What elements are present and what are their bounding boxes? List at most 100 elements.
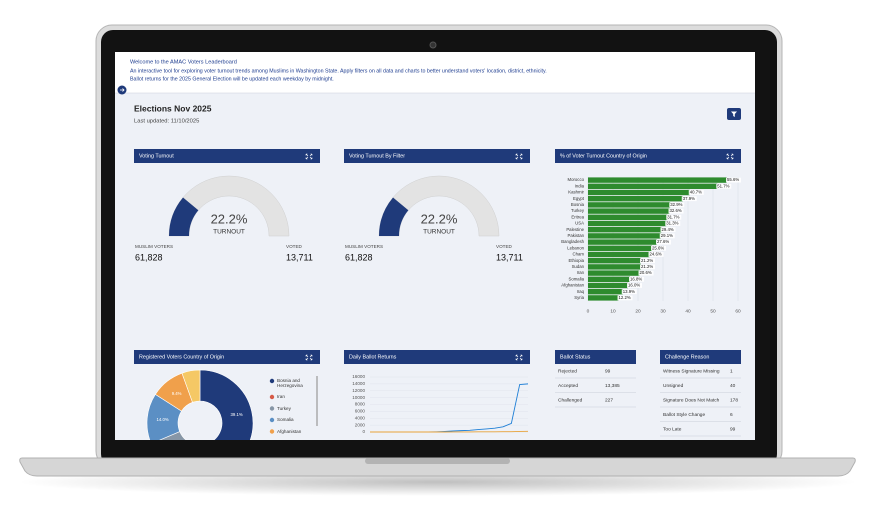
category-label: Pakistan: [568, 233, 585, 238]
pie-slice: [199, 369, 254, 440]
panel-header: [134, 149, 320, 163]
value-label: 13.9%: [623, 289, 635, 294]
legend-item: Afghanistan: [277, 428, 302, 434]
label-bg: [648, 252, 664, 257]
value-label: 32.9%: [670, 202, 682, 207]
expand-icon: [515, 354, 523, 361]
category-label: USA: [575, 221, 584, 226]
category-label: Ethiopia: [568, 258, 584, 263]
value-label: 51.7%: [717, 183, 729, 188]
x-tick-label: 10: [610, 308, 616, 314]
y-tick-label: 2000: [355, 422, 366, 427]
value-label: 55.6%: [727, 177, 739, 182]
legend-swatch: [269, 406, 275, 411]
value-label: 25.6%: [652, 245, 664, 250]
panel-title: Registered Voters Country of Origin: [139, 354, 224, 360]
table-cell: Accepted: [558, 383, 578, 389]
value-label: 27.6%: [657, 239, 669, 244]
table-cell: Rejected: [558, 368, 577, 374]
bar: [588, 227, 662, 233]
table-cell: Signature Does Not Match: [663, 397, 720, 403]
bar: [588, 189, 690, 196]
value-label: 24.6%: [650, 252, 662, 257]
expand-icon: [305, 153, 313, 160]
table-cell: 99: [605, 368, 611, 374]
x-tick-label: 40: [685, 308, 691, 314]
legend-swatch: [269, 378, 275, 384]
laptop-base: [19, 457, 856, 477]
panel-title: Ballot Status: [560, 354, 591, 360]
category-label: Iran: [577, 270, 585, 275]
category-label: Lebanon: [567, 245, 584, 250]
section-title: Elections Nov 2025: [134, 103, 212, 113]
table-cell: 99: [730, 426, 736, 432]
y-tick-label: 14000: [352, 381, 365, 386]
label-bg: [627, 283, 642, 288]
y-tick-label: 6000: [355, 409, 366, 414]
category-label: Kashmir: [568, 190, 584, 195]
legend-label: Somalia: [277, 417, 294, 422]
legend-label: Iran: [277, 394, 285, 399]
y-tick-label: 4000: [355, 415, 366, 420]
expand-icon: [305, 354, 313, 361]
bar: [588, 264, 641, 270]
panel-title: Voting Turnout By Filter: [349, 153, 405, 159]
notch: [365, 458, 510, 464]
table-cell: 6: [730, 412, 733, 418]
bar: [588, 220, 667, 227]
category-label: Somalia: [568, 276, 584, 281]
label-bg: [659, 233, 675, 239]
bar: [588, 177, 727, 183]
slice-label: 14.0%: [157, 417, 169, 422]
y-tick-label: 16000: [352, 374, 365, 379]
value-label: 32.6%: [670, 208, 682, 213]
label-bg: [669, 202, 685, 208]
category-label: Turkey: [571, 208, 585, 213]
legend-label: Afghanistan: [277, 428, 302, 434]
bar: [588, 258, 641, 264]
y-tick-label: 0: [362, 429, 365, 434]
gauge-value: [169, 197, 199, 236]
stat-label: VOTED: [286, 244, 303, 249]
x-tick-label: 30: [660, 308, 666, 314]
label-bg: [656, 239, 671, 245]
legend-item: Bosnia and Herzegovina: [277, 378, 303, 388]
header-title: Welcome to the AMAC Voters Leaderboard: [130, 59, 237, 65]
label-bg: [688, 190, 704, 195]
label-bg: [651, 245, 666, 251]
y-tick-label: 8000: [355, 402, 366, 407]
legend-swatch: [269, 417, 275, 423]
stat-value: 61,828: [135, 252, 163, 262]
label-bg: [666, 214, 682, 220]
table-cell: 1: [730, 368, 733, 374]
label-bg: [668, 208, 684, 214]
legend-item: Iran: [277, 394, 285, 399]
value-label: 21.2%: [641, 264, 653, 269]
category-label: Egypt: [573, 196, 585, 201]
x-tick-label: 20: [635, 308, 641, 314]
label-bg: [617, 295, 633, 301]
bar: [588, 214, 668, 220]
label-bg: [640, 258, 655, 264]
camera: [429, 41, 437, 49]
label-bg: [660, 227, 676, 233]
label-bg: [665, 221, 681, 226]
bar: [588, 245, 652, 251]
category-label: Iraq: [577, 289, 585, 294]
panel-header: [134, 350, 320, 364]
last-updated: Last updated: 11/10/2025: [134, 119, 199, 125]
stat-label: VOTED: [496, 244, 513, 249]
slice-label: 9.4%: [172, 391, 182, 396]
x-tick-label: 0: [587, 308, 590, 314]
panel-title: Daily Ballot Returns: [349, 354, 397, 360]
label-bg: [640, 264, 655, 270]
value-label: 40.7%: [690, 190, 702, 195]
label-bg: [716, 183, 732, 189]
expand-icon: [726, 153, 734, 160]
panel-title: Challenge Reason: [665, 354, 709, 360]
bar: [588, 239, 657, 245]
legend-item: Turkey: [277, 406, 291, 411]
bar: [588, 233, 661, 239]
stat-value: 61,828: [345, 252, 373, 262]
